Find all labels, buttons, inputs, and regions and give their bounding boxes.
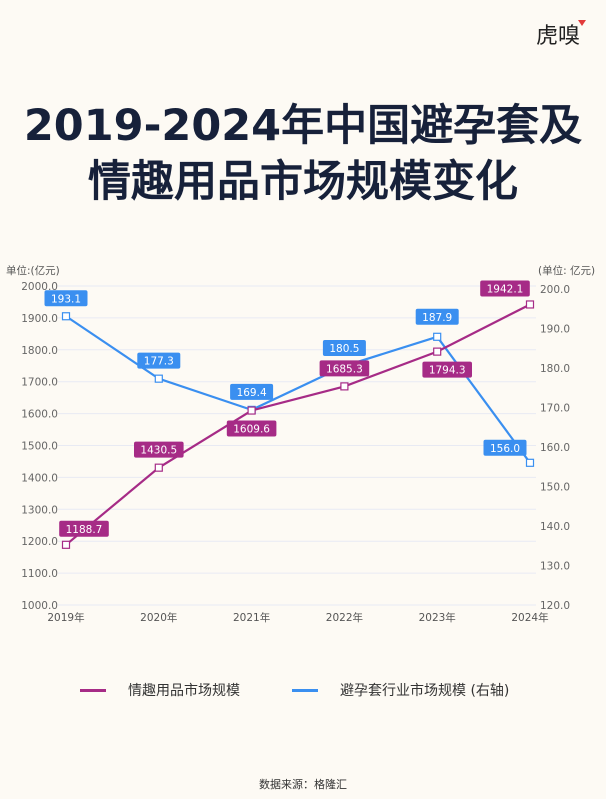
data-label-box xyxy=(480,280,530,297)
data-label: 1685.3 xyxy=(326,363,363,375)
right-tick-label: 120.0 xyxy=(540,600,570,612)
left-tick-label: 1100.0 xyxy=(21,568,58,580)
right-tick-label: 150.0 xyxy=(540,482,570,494)
series-line-adult-products xyxy=(65,303,531,546)
right-tick-label: 130.0 xyxy=(540,561,570,573)
data-point-marker xyxy=(433,347,442,356)
right-axis-label: (单位: 亿元) xyxy=(538,264,595,277)
legend-swatch-purple xyxy=(80,688,106,692)
right-tick-label: 160.0 xyxy=(540,442,570,454)
data-label: 180.5 xyxy=(329,343,359,355)
left-tick-label: 2000.0 xyxy=(21,281,58,293)
data-point-marker xyxy=(340,382,349,391)
data-label: 1794.3 xyxy=(429,365,466,377)
left-tick-label: 1500.0 xyxy=(21,441,58,453)
title-line-1: 2019-2024年中国避孕套及 xyxy=(23,101,583,151)
data-label: 187.9 xyxy=(422,312,452,324)
right-tick-label: 200.0 xyxy=(540,284,570,296)
left-tick-label: 1600.0 xyxy=(21,409,58,421)
x-tick-label: 2022年 xyxy=(326,611,363,624)
data-label: 177.3 xyxy=(144,356,174,368)
data-label-box xyxy=(322,340,366,357)
legend-item-blue: 避孕套行业市场规模 (右轴) xyxy=(292,680,509,700)
data-label-box xyxy=(137,352,181,369)
data-point-marker xyxy=(247,406,256,415)
data-label: 1430.5 xyxy=(140,445,177,457)
data-point-marker xyxy=(61,312,71,321)
legend-label: 避孕套行业市场规模 (右轴) xyxy=(340,683,510,699)
right-tick-label: 180.0 xyxy=(540,363,570,375)
logo-red-mark-icon xyxy=(578,20,586,26)
data-label: 156.0 xyxy=(490,443,520,455)
huxiu-logo: 虎嗅 xyxy=(536,24,581,49)
x-tick-label: 2019年 xyxy=(47,611,84,624)
data-label-box xyxy=(59,520,109,537)
x-tick-label: 2021年 xyxy=(233,611,270,624)
x-tick-label: 2024年 xyxy=(511,611,548,624)
right-tick-label: 170.0 xyxy=(540,403,570,415)
data-label-box xyxy=(134,441,184,458)
legend-swatch-blue xyxy=(292,688,318,692)
data-label: 193.1 xyxy=(51,293,81,305)
data-label: 169.4 xyxy=(237,387,267,399)
left-tick-label: 1800.0 xyxy=(21,345,58,357)
left-axis-label: 单位:(亿元) xyxy=(6,264,60,277)
x-tick-label: 2020年 xyxy=(140,611,177,624)
left-tick-label: 1900.0 xyxy=(21,313,58,325)
data-point-marker xyxy=(433,332,442,341)
data-label-box xyxy=(415,308,459,325)
series-line-condom xyxy=(65,315,531,464)
data-label-box xyxy=(230,383,274,400)
right-tick-label: 140.0 xyxy=(540,521,570,533)
data-point-marker xyxy=(154,463,163,472)
right-tick-label: 190.0 xyxy=(540,324,570,336)
left-tick-label: 1700.0 xyxy=(21,377,58,389)
legend-label: 情趣用品市场规模 xyxy=(128,683,240,699)
data-label: 1188.7 xyxy=(66,524,103,536)
data-point-marker xyxy=(525,458,535,467)
left-tick-label: 1400.0 xyxy=(21,472,58,484)
left-tick-label: 1300.0 xyxy=(21,504,58,516)
data-label-box xyxy=(44,290,88,307)
data-source: 数据来源：格隆汇 xyxy=(259,778,347,791)
data-label-box xyxy=(319,360,370,377)
left-tick-label: 1200.0 xyxy=(21,536,58,548)
line-chart: 1000.0 1100.0 1200.0 1300.0 1400.0 1500.0 1600… xyxy=(6,264,595,624)
data-label-box xyxy=(483,439,527,456)
data-point-marker xyxy=(61,540,71,549)
left-tick-label: 1000.0 xyxy=(21,600,58,612)
data-point-marker xyxy=(525,300,535,309)
data-label-box xyxy=(226,420,277,437)
legend-item-purple: 情趣用品市场规模 xyxy=(80,680,240,700)
data-label-box xyxy=(422,361,472,378)
data-label: 1942.1 xyxy=(487,283,524,295)
data-label: 1609.6 xyxy=(233,424,270,436)
title-line-2: 情趣用品市场规模变化 xyxy=(88,157,518,207)
data-point-marker xyxy=(154,374,163,383)
x-tick-label: 2023年 xyxy=(419,611,456,624)
